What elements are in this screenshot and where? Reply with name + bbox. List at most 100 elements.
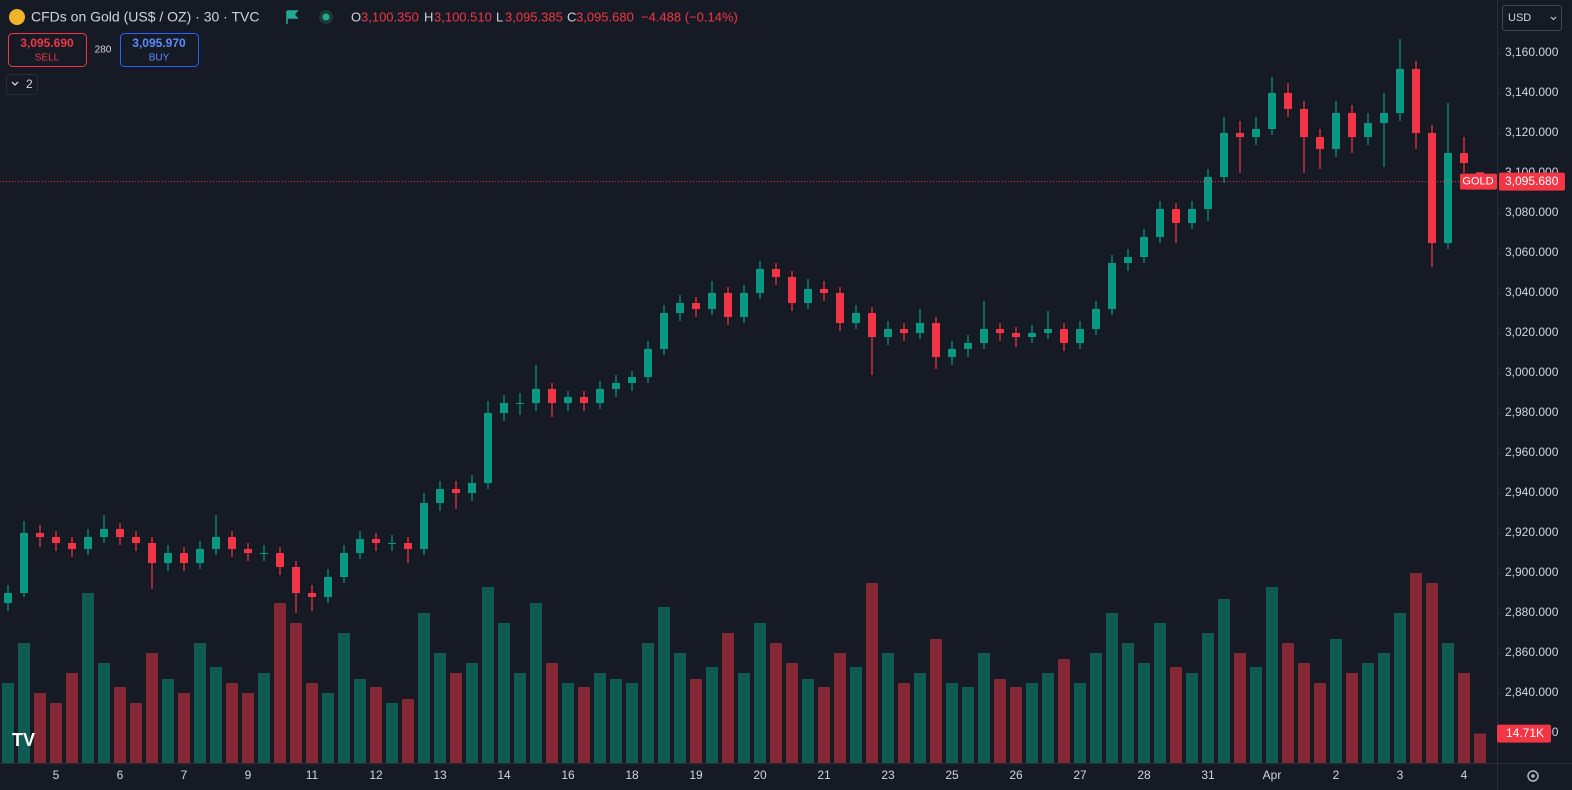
- candle-body: [324, 577, 332, 597]
- settings-icon[interactable]: [1527, 770, 1539, 782]
- candle-body: [916, 323, 924, 333]
- volume-bar: [1218, 599, 1230, 763]
- y-tick-label: 2,840.000: [1505, 685, 1559, 699]
- candle-body: [196, 549, 204, 563]
- volume-bar: [242, 693, 254, 763]
- candle-body: [84, 537, 92, 549]
- buy-label: BUY: [149, 53, 170, 64]
- y-tick-label: 3,040.000: [1505, 285, 1559, 299]
- volume-bar: [98, 663, 110, 763]
- candle-body: [452, 489, 460, 493]
- volume-bar: [338, 633, 350, 763]
- currency: USD: [1508, 12, 1531, 24]
- volume-bar: [274, 603, 286, 763]
- volume-bar: [66, 673, 78, 763]
- volume-bar: [1042, 673, 1054, 763]
- volume-bar: [1010, 687, 1022, 763]
- candle-body: [500, 403, 508, 413]
- indicators-count: 2: [26, 77, 33, 91]
- candle-body: [1156, 209, 1164, 237]
- indicators-toggle[interactable]: [6, 74, 38, 95]
- volume-bar: [450, 673, 462, 763]
- currency-button[interactable]: [1502, 5, 1562, 31]
- buy-button[interactable]: [120, 33, 199, 67]
- volume-bar: [722, 633, 734, 763]
- chevron-icon: [11, 81, 19, 86]
- volume-bar: [1442, 643, 1454, 763]
- chart-title: CFDs on Gold (US$ / OZ) · 30 · TVC: [31, 9, 259, 25]
- volume-bar: [498, 623, 510, 763]
- x-tick-label: 20: [753, 768, 767, 782]
- chevron-icon: [1550, 16, 1557, 21]
- volume-bar: [354, 679, 366, 763]
- volume-bar: [530, 603, 542, 763]
- candle-body: [1364, 123, 1372, 137]
- candle-body: [1460, 153, 1468, 163]
- ohlc-change: −4.488 (−0.14%): [641, 9, 738, 24]
- volume-bar: [2, 683, 14, 763]
- candle-body: [532, 389, 540, 403]
- symbol-tag: GOLD: [1462, 176, 1493, 188]
- candle-body: [228, 537, 236, 549]
- x-tick-label: 18: [625, 768, 639, 782]
- candle-body: [1316, 137, 1324, 149]
- candle-body: [868, 313, 876, 337]
- volume-bar: [914, 673, 926, 763]
- ohlc-label: H: [424, 9, 433, 24]
- candle-body: [964, 343, 972, 349]
- sell-button[interactable]: [8, 33, 87, 67]
- x-tick-label: 2: [1333, 768, 1340, 782]
- candle-body: [724, 293, 732, 317]
- candle-body: [1380, 113, 1388, 123]
- flag-icon[interactable]: [286, 10, 299, 24]
- volume-bar: [1298, 663, 1310, 763]
- volume-bar: [50, 703, 62, 763]
- candle-body: [996, 329, 1004, 333]
- volume-bar: [1026, 683, 1038, 763]
- y-tick-label: 3,140.000: [1505, 85, 1559, 99]
- candle-body: [1188, 209, 1196, 223]
- volume-bar: [226, 683, 238, 763]
- candle-body: [308, 593, 316, 597]
- volume-bar: [1458, 673, 1470, 763]
- volume-bar: [258, 673, 270, 763]
- candle-body: [516, 403, 524, 404]
- candle-body: [1284, 93, 1292, 109]
- candle-body: [52, 537, 60, 543]
- volume-bar: [738, 673, 750, 763]
- candle-body: [1332, 113, 1340, 149]
- y-tick-label: 2,940.000: [1505, 485, 1559, 499]
- candle-body: [1300, 109, 1308, 137]
- x-tick-label: 21: [817, 768, 831, 782]
- volume-bar: [770, 643, 782, 763]
- candle-body: [740, 293, 748, 317]
- volume-bar: [594, 673, 606, 763]
- volume-bar: [1106, 613, 1118, 763]
- settings-icon-center: [1531, 774, 1535, 778]
- volume-bar: [626, 683, 638, 763]
- candle-body: [484, 413, 492, 483]
- volume-bar: [1186, 673, 1198, 763]
- volume-bar: [1074, 683, 1086, 763]
- y-tick-label: 3,060.000: [1505, 245, 1559, 259]
- candle-body: [276, 553, 284, 567]
- volume-bar: [802, 679, 814, 763]
- x-tick-label: 7: [181, 768, 188, 782]
- y-tick-label: 2,900.000: [1505, 565, 1559, 579]
- candle-body: [1124, 257, 1132, 263]
- volume-bar: [194, 643, 206, 763]
- x-tick-label: 5: [53, 768, 60, 782]
- volume-bar: [690, 679, 702, 763]
- ohlc-value: 3,100.510: [434, 9, 492, 24]
- volume-bar: [386, 703, 398, 763]
- volume-bar: [658, 607, 670, 763]
- candle-body: [1428, 133, 1436, 243]
- candle-body: [1252, 129, 1260, 137]
- plot-area: [2, 39, 1486, 763]
- volume-bar: [370, 687, 382, 763]
- x-tick-label: 27: [1073, 768, 1087, 782]
- candle-body: [1012, 333, 1020, 337]
- candle-body: [676, 303, 684, 313]
